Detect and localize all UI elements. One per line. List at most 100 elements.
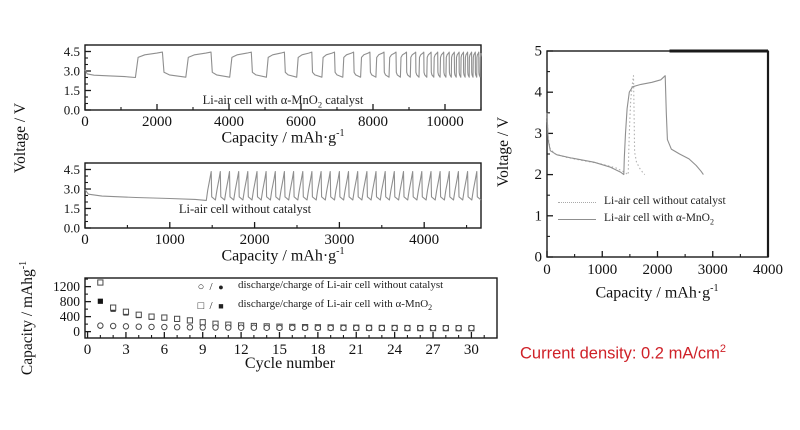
x-tick-label: 24 (387, 342, 403, 358)
open-square-point (135, 311, 142, 318)
x-tick-label: 21 (349, 342, 364, 358)
open-circle-point (161, 323, 168, 331)
open-square-point (122, 308, 130, 315)
x-tick-label: 1000 (155, 232, 185, 248)
y-tick-label: 3.0 (64, 182, 80, 197)
legend-row-without-catalyst: Li-air cell without catalyst (558, 194, 726, 211)
open-circle-point (109, 322, 117, 330)
y-tick-label: 0.0 (64, 221, 80, 236)
open-circle-point (404, 324, 411, 332)
open-circle-point (429, 324, 437, 332)
open-square-point (110, 304, 117, 311)
x-tick-label: 10000 (426, 114, 464, 130)
y-tick-label: 2 (535, 167, 543, 183)
filled-circle-marker-icon: ● (218, 282, 224, 293)
y-tick-label: 5 (535, 44, 543, 60)
open-circle-point (289, 324, 296, 332)
x-tick-label: 6 (161, 342, 169, 358)
open-circle-point (212, 324, 219, 331)
x-tick-label: 4000 (214, 114, 244, 130)
x-tick-label: 3000 (698, 262, 728, 278)
legend-row-with-catalyst: Li-air cell with α-MnO2 (558, 211, 726, 228)
chart-cycling-with-catalyst: 0 2000 4000 6000 8000 10000 0.0 1.5 3.0 4.5 (64, 44, 482, 130)
x-tick-label: 2000 (643, 262, 673, 278)
y-tick-label: 4.5 (64, 44, 80, 59)
solid-line-sample-icon (558, 219, 596, 220)
open-circle-point (263, 324, 270, 331)
x-axis-title-cycle-number: Cycle number (244, 355, 336, 372)
open-circle-point (340, 324, 347, 332)
x-tick-label: 0 (543, 262, 551, 278)
current-density-note: Current density: 0.2 mA/cm2 (520, 343, 727, 363)
open-circle-point (173, 324, 181, 331)
chart-label-without-catalyst: Li-air cell without catalyst (178, 202, 312, 216)
open-square-point (161, 314, 168, 321)
x-tick-label: 30 (464, 342, 479, 358)
x-tick-label: 8000 (358, 114, 388, 130)
legend-comparison-chart: Li-air cell without catalyst Li-air cell… (558, 194, 726, 228)
y-tick-label: 4.5 (64, 162, 80, 177)
open-circle-point (442, 324, 450, 332)
x-tick-label: 12 (234, 342, 249, 358)
x-tick-label: 15 (272, 342, 287, 358)
x-tick-label: 1000 (587, 262, 617, 278)
x-tick-label: 0 (81, 232, 89, 248)
y-tick-label: 1 (535, 208, 543, 224)
y-tick-label: 800 (60, 294, 81, 309)
y-tick-label: 3.0 (64, 64, 80, 79)
x-tick-label: 3 (122, 342, 129, 358)
open-square-point (97, 279, 104, 286)
chart-label-with-catalyst: Li-air cell with α-MnO2 catalyst (202, 93, 364, 110)
x-tick-label: 3000 (324, 232, 354, 248)
filled-square-point (97, 298, 103, 304)
open-circle-point (225, 324, 232, 331)
legend-cycle-chart: ○ / ● discharge/charge of Li-air cell wi… (196, 278, 443, 315)
x-tick-label: 9 (199, 342, 207, 358)
open-circle-point (135, 323, 142, 330)
y-axis-title-voltage-right: Voltage / V (495, 116, 512, 188)
y-tick-label: 3 (535, 126, 543, 142)
legend-label: discharge/charge of Li-air cell without … (238, 279, 444, 291)
open-circle-point (237, 324, 245, 331)
x-tick-label: 4000 (753, 262, 783, 278)
y-axis-title-capacity-left: Capacity / mAhg-1 (18, 260, 37, 376)
legend-label: discharge/charge of Li-air cell with α-M… (238, 297, 433, 312)
open-square-marker-icon: □ (197, 299, 205, 312)
legend-label: Li-air cell with α-MnO2 (604, 212, 714, 227)
chart-cycling-without-catalyst: 0 1000 2000 3000 4000 0.0 1.5 3.0 4.5 (64, 162, 482, 248)
x-tick-label: 0 (84, 342, 92, 358)
y-tick-label: 0 (535, 250, 543, 266)
open-circle-point (199, 324, 206, 331)
y-tick-label: 1200 (53, 279, 80, 294)
data-curve (84, 170, 482, 201)
y-tick-label: 4 (535, 85, 543, 101)
open-circle-point (417, 324, 424, 332)
y-tick-label: 1.5 (64, 83, 80, 98)
open-circle-point (301, 324, 309, 332)
y-tick-label: 400 (60, 309, 81, 324)
open-circle-point (250, 324, 258, 331)
open-circle-point (314, 324, 322, 332)
x-tick-label: 0 (81, 114, 89, 130)
x-tick-label: 27 (426, 342, 442, 358)
filled-square-marker-icon: ■ (218, 300, 224, 311)
dotted-line-sample-icon (558, 202, 596, 203)
chart-first-cycle-comparison: 0 1000 2000 3000 4000 0 1 2 3 4 5 (535, 44, 784, 279)
open-circle-point (365, 324, 373, 332)
data-curve (546, 75, 704, 176)
x-tick-label: 2000 (240, 232, 270, 248)
x-axis-title-capacity-top: Capacity / mAh·g-1 (221, 128, 345, 147)
x-tick-label: 6000 (286, 114, 316, 130)
legend-label: Li-air cell without catalyst (604, 195, 726, 208)
open-square-point (174, 315, 181, 322)
open-circle-point (327, 324, 334, 332)
y-tick-label: 0.0 (64, 103, 80, 118)
legend-row-without-catalyst: ○ / ● discharge/charge of Li-air cell wi… (196, 278, 443, 297)
x-tick-label: 18 (310, 342, 325, 358)
x-tick-label: 4000 (409, 232, 439, 248)
open-circle-point (468, 324, 475, 332)
x-tick-label: 2000 (142, 114, 172, 130)
open-circle-point (276, 324, 283, 331)
